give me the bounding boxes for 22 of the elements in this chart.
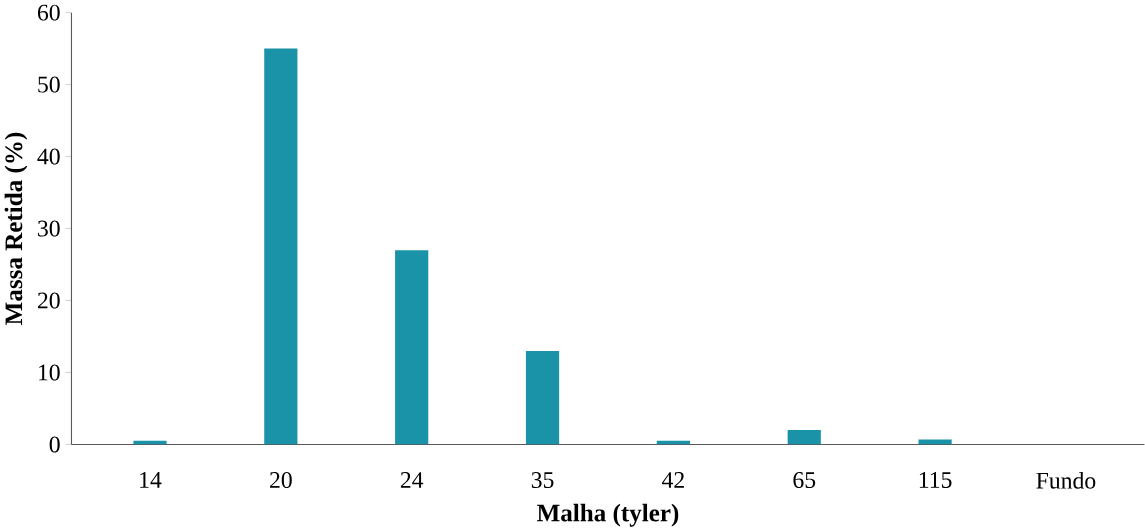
bar [264, 48, 298, 445]
x-tick-label: Fundo [1036, 471, 1096, 489]
x-tick-label: 14 [140, 471, 162, 488]
y-axis-title: Massa Retida (%) [4, 132, 28, 325]
y-tick-label: 0 [49, 436, 60, 453]
y-tick-label: 60 [37, 4, 60, 21]
bar [395, 250, 429, 445]
x-tick-label: 24 [400, 471, 424, 488]
x-tick-label: 65 [793, 471, 816, 488]
bar [525, 350, 560, 445]
y-tick-label: 50 [38, 76, 60, 93]
y-tick-label: 10 [39, 364, 60, 381]
x-tick-label: 20 [270, 471, 292, 488]
bar [918, 439, 952, 445]
y-tick-label: 40 [37, 148, 60, 165]
x-tick-label: 42 [662, 471, 684, 488]
x-tick-label: 115 [919, 471, 952, 488]
bar [787, 429, 821, 445]
y-tick-label: 30 [38, 220, 60, 237]
x-tick-label: 35 [531, 471, 554, 488]
y-tick-label: 20 [37, 292, 60, 309]
x-axis-title: Malha (tyler) [537, 503, 679, 527]
